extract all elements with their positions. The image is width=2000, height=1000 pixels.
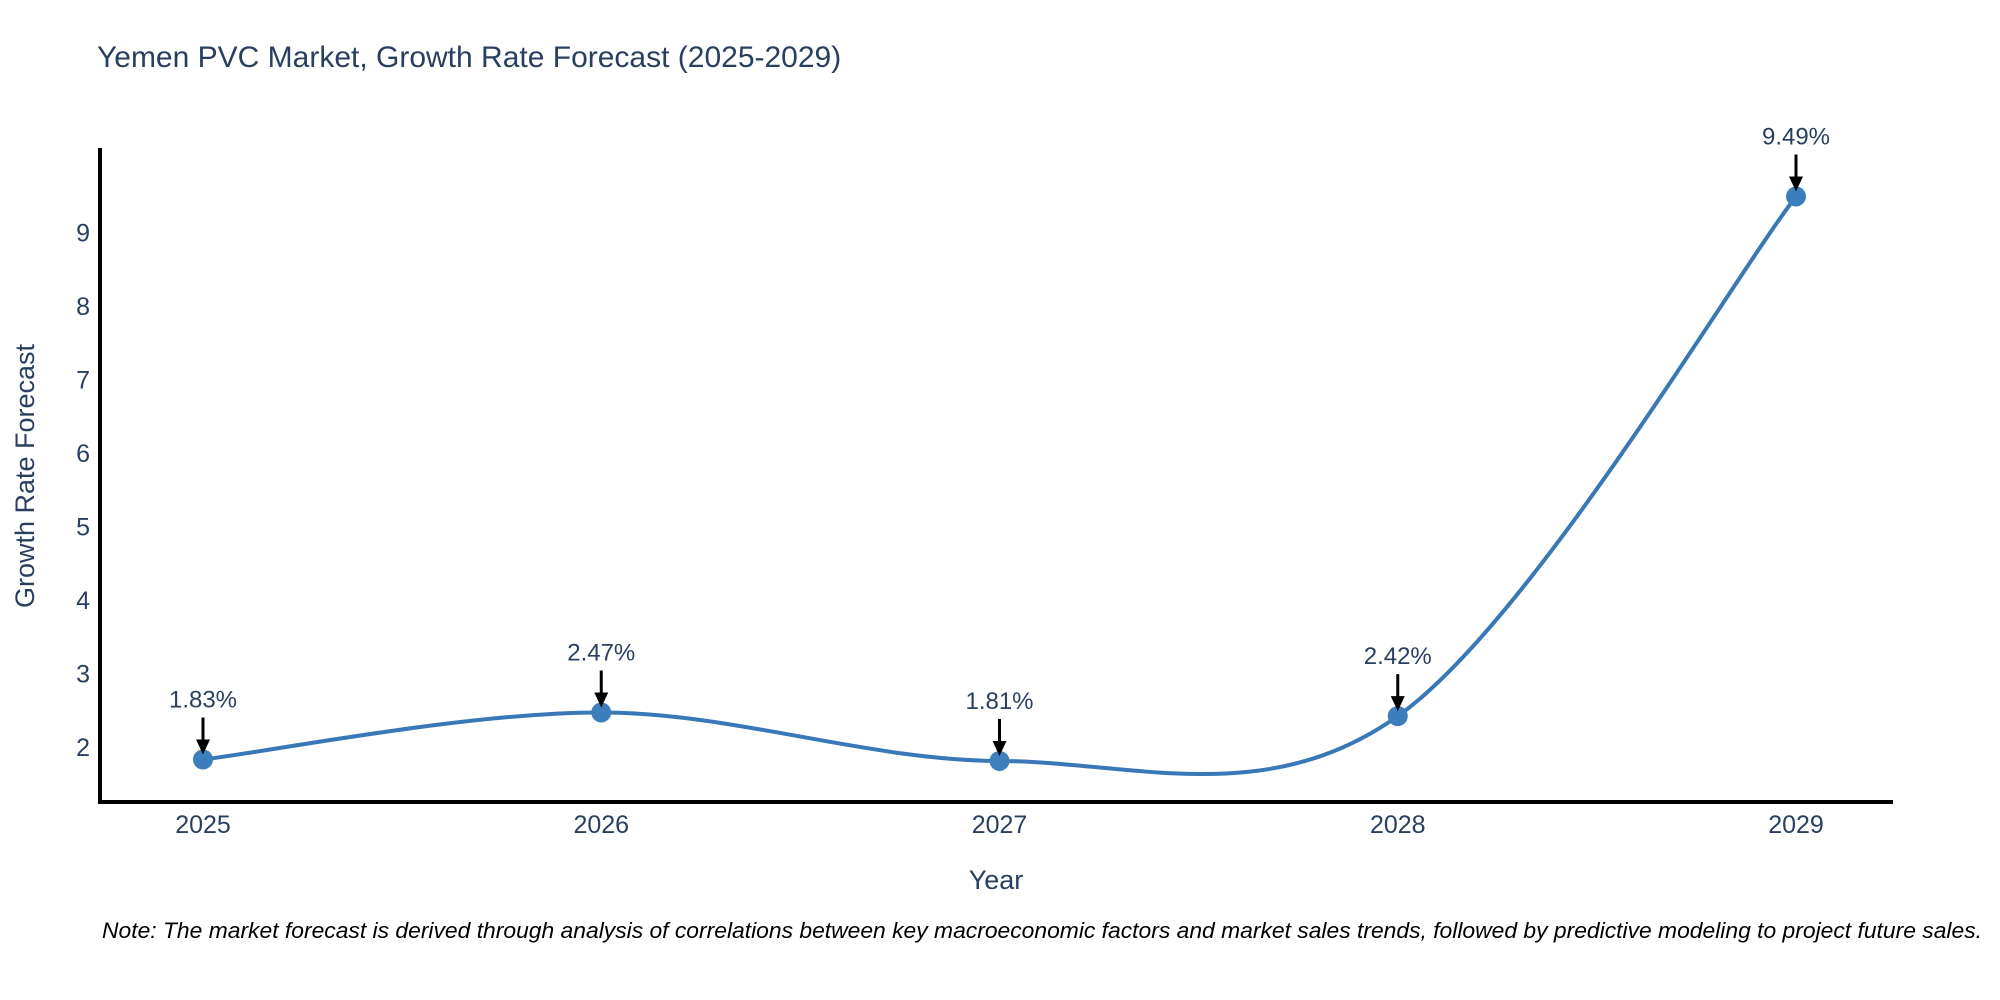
point-annotation: 1.83% [169,686,237,755]
point-annotation-label: 2.42% [1364,643,1432,670]
x-tick-label: 2026 [573,811,629,839]
annotation-arrowhead-icon [1789,176,1803,192]
point-annotation: 1.81% [965,688,1034,756]
point-annotation-label: 1.81% [965,688,1033,715]
x-tick-label: 2029 [1768,811,1824,839]
x-tick-label: 2025 [175,811,231,839]
point-annotation: 2.47% [567,639,635,708]
y-tick-labels: 2 3 4 5 6 7 8 9 [76,220,90,763]
point-annotation-label: 9.49% [1762,123,1830,150]
x-tick-labels: 2025 2026 2027 2028 2029 [175,811,1824,839]
footnote: Note: The market forecast is derived thr… [102,918,1982,943]
data-point-marker [591,702,612,723]
y-axis-title: Growth Rate Forecast [10,343,40,608]
data-point-marker [1387,706,1408,727]
x-tick-label: 2028 [1370,811,1426,839]
y-tick-label: 4 [76,587,90,615]
point-annotations: 1.83% 2.47% 1.81% 2.42% 9.49% [169,123,1830,756]
data-point-marker [193,749,213,770]
point-annotation: 2.42% [1364,643,1432,712]
y-tick-label: 9 [76,220,90,248]
data-point-marker [1786,186,1806,207]
x-axis-title: Year [969,865,1024,895]
y-tick-label: 8 [76,293,90,321]
annotation-arrowhead-icon [1390,696,1405,712]
y-tick-label: 2 [76,734,90,762]
annotation-arrowhead-icon [594,692,609,708]
point-annotation: 9.49% [1762,123,1830,192]
annotation-arrowhead-icon [992,740,1007,756]
y-tick-label: 3 [76,661,90,689]
chart-title: Yemen PVC Market, Growth Rate Forecast (… [97,41,841,74]
data-point-marker [989,750,1010,771]
point-annotation-label: 2.47% [567,639,635,666]
annotation-arrowhead-icon [196,739,210,755]
point-annotation-label: 1.83% [169,686,237,713]
y-tick-label: 5 [76,514,90,542]
y-tick-label: 7 [76,367,90,395]
data-points [193,186,1806,771]
series-line [201,194,1798,777]
x-tick-label: 2027 [972,811,1028,839]
y-tick-label: 6 [76,440,90,468]
